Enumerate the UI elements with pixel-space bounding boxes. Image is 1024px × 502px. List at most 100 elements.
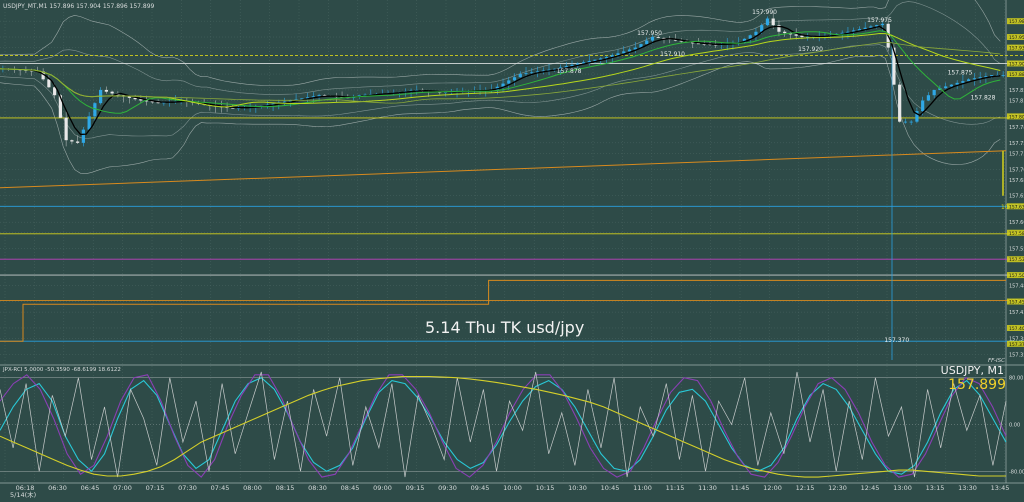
candle-body (282, 101, 287, 103)
level-tag (1007, 34, 1024, 41)
candle-body (311, 96, 315, 98)
grid (0, 0, 1024, 484)
price-tick-label: 157.55 (1009, 247, 1024, 253)
rci-tick-label: 80.00 (1009, 376, 1023, 382)
candle-body (443, 92, 448, 93)
rci-header-label: JPX-RCI 5.0000 -50.3590 -68.6199 18.6122 (2, 367, 121, 373)
candle-body (673, 39, 678, 41)
bid-price: 157.899 (948, 377, 1006, 393)
candle-body (305, 97, 310, 99)
time-tick-label: 12:00 (763, 484, 782, 492)
candle-body (599, 58, 603, 60)
candle-body (702, 43, 706, 45)
candle-body (323, 95, 327, 97)
candle-body (570, 64, 574, 67)
price-tick-label: 157.38 (1009, 337, 1024, 343)
time-tick-label: 09:00 (373, 484, 392, 492)
candle-body (794, 34, 798, 36)
candle-body (955, 82, 959, 85)
candle-body (857, 29, 862, 31)
level-tag (1007, 340, 1024, 347)
level-tag (1007, 60, 1024, 67)
price-tick-label: 157.83 (1009, 99, 1024, 105)
price-label: 157.878 (557, 68, 582, 75)
candle-body (70, 140, 74, 142)
candle-body (806, 36, 810, 38)
level-tag-label: 157.50 (1009, 273, 1024, 279)
time-tick-label: 12:30 (828, 484, 847, 492)
time-tick-label: 11:30 (698, 484, 717, 492)
candle-body (639, 44, 643, 48)
brand-label: FF-ISC (988, 358, 1005, 364)
candle-body (41, 71, 45, 80)
candle-body (742, 38, 747, 43)
moving-average-line (0, 25, 1001, 136)
candle-body (696, 43, 701, 45)
candle-body (926, 95, 931, 101)
level-tag-label: 157.93 (1009, 46, 1024, 52)
level-tag-label: 157.80 (1009, 114, 1024, 120)
price-label: 157.950 (637, 30, 662, 37)
price-tick-label: 157.75 (1009, 141, 1024, 147)
candle-body (133, 97, 137, 100)
candle-body (300, 98, 304, 100)
candle-body (604, 57, 609, 59)
moving-average-line (0, 42, 1001, 104)
price-label: 157.975 (867, 17, 892, 24)
time-axis: 06:18 06:30 06:45 07:00 07:15 07:30 07:45 08:00… (16, 484, 1010, 492)
candle-body (748, 35, 752, 39)
price-axis: 157.98 157.95 157.93 157.90 157.88 157.85 157.… (1007, 18, 1024, 358)
price-label: 157.920 (798, 46, 823, 53)
candle-body (512, 77, 517, 81)
candle-body (714, 44, 718, 46)
candle-body (104, 89, 108, 92)
moving-averages (0, 25, 1001, 136)
time-tick-label: 11:00 (633, 484, 652, 492)
candle-body (518, 74, 522, 78)
time-tick-label: 08:15 (276, 484, 295, 492)
main-header-label: USDJPY_MT,M1 157.896 157.904 157.896 157… (3, 3, 155, 10)
candle-body (547, 69, 551, 71)
candle-body (139, 99, 143, 101)
candle-body (231, 107, 235, 109)
price-label: 157.990 (752, 9, 777, 16)
trend-line (0, 150, 1007, 189)
price-tick-label: 157.68 (1009, 178, 1024, 184)
candle-body (564, 66, 568, 68)
rci-series-line (0, 374, 1007, 478)
candle-body (110, 91, 114, 94)
candle-body (357, 95, 361, 97)
candle-body (760, 25, 764, 32)
price-tick-label: 157.48 (1009, 284, 1024, 290)
candle-body (162, 102, 166, 104)
date-label: 5/14(木) (10, 490, 36, 499)
level-tag-label: 157.88 (1009, 72, 1024, 78)
candle-body (87, 116, 91, 130)
candle-body (535, 71, 540, 73)
candle-body (524, 73, 528, 75)
candle-body (610, 55, 614, 58)
time-tick-label: 11:15 (666, 484, 685, 492)
candle-body (47, 79, 51, 88)
time-tick-label: 08:00 (243, 484, 262, 492)
price-tick-label: 157.35 (1009, 352, 1024, 358)
time-tick-label: 06:18 (16, 484, 35, 492)
level-tag-label: 157.37 (1009, 342, 1024, 348)
candle-body (127, 96, 131, 98)
candle-body (679, 40, 683, 42)
candle-body (145, 100, 149, 102)
rci-tick-label: -80.00 (1009, 469, 1024, 475)
candle-body (288, 100, 292, 102)
candle-body (771, 18, 775, 26)
candle-body (869, 26, 873, 28)
caption-title: 5.14 Thu TK usd/jpy (425, 318, 584, 337)
time-tick-label: 09:30 (438, 484, 457, 492)
candle-body (156, 102, 160, 104)
candle-body (53, 87, 57, 96)
candle-body (777, 25, 781, 32)
candle-body (990, 75, 994, 77)
candle-body (501, 83, 505, 87)
candle-body (507, 80, 511, 84)
